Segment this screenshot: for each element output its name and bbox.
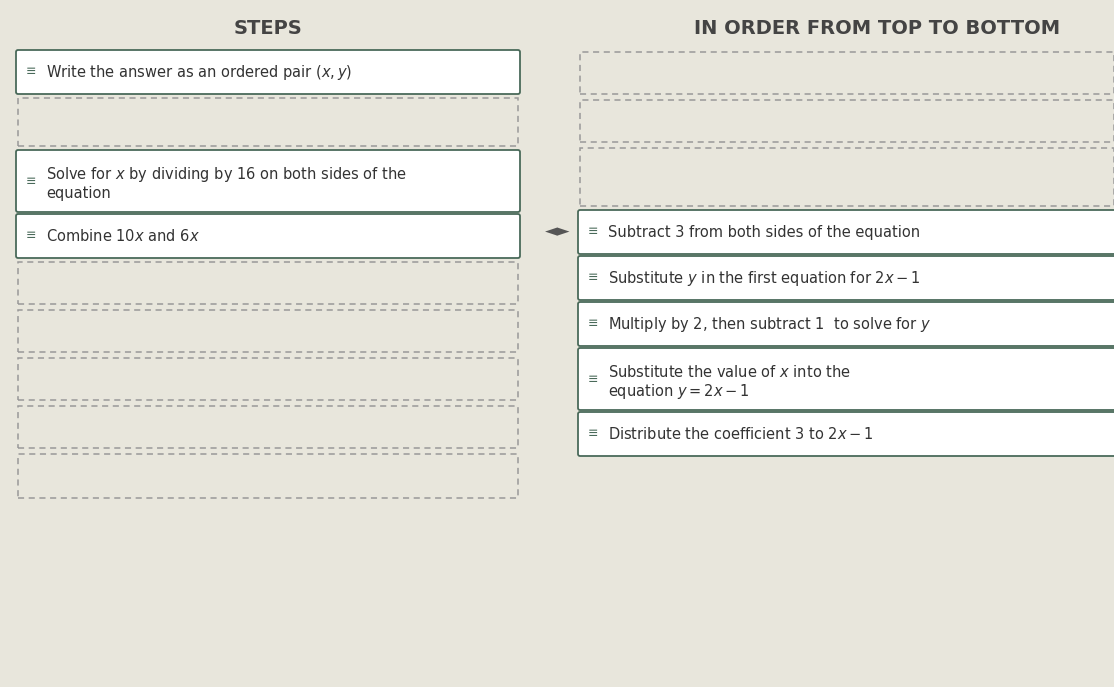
Text: Distribute the coefficient 3 to $2x - 1$: Distribute the coefficient 3 to $2x - 1$ — [608, 426, 873, 442]
Text: equation $y = 2x - 1$: equation $y = 2x - 1$ — [608, 382, 750, 401]
FancyBboxPatch shape — [16, 150, 520, 212]
FancyBboxPatch shape — [578, 412, 1114, 456]
Text: Substitute the value of $x$ into the: Substitute the value of $x$ into the — [608, 364, 851, 380]
Text: Combine $10x$ and $6x$: Combine $10x$ and $6x$ — [46, 228, 199, 244]
Text: Subtract 3 from both sides of the equation: Subtract 3 from both sides of the equati… — [608, 225, 920, 240]
Text: equation: equation — [46, 186, 110, 201]
FancyBboxPatch shape — [578, 302, 1114, 346]
Text: ≡: ≡ — [588, 271, 598, 284]
Text: ≡: ≡ — [26, 174, 37, 188]
Text: ≡: ≡ — [26, 65, 37, 78]
Text: Multiply by 2, then subtract 1  to solve for $y$: Multiply by 2, then subtract 1 to solve … — [608, 315, 931, 333]
Text: Substitute $y$ in the first equation for $2x - 1$: Substitute $y$ in the first equation for… — [608, 269, 920, 287]
FancyBboxPatch shape — [16, 50, 520, 94]
FancyBboxPatch shape — [578, 210, 1114, 254]
Text: IN ORDER FROM TOP TO BOTTOM: IN ORDER FROM TOP TO BOTTOM — [694, 19, 1061, 38]
Text: Write the answer as an ordered pair $(x, y)$: Write the answer as an ordered pair $(x,… — [46, 63, 352, 82]
Text: ≡: ≡ — [588, 225, 598, 238]
FancyBboxPatch shape — [578, 348, 1114, 410]
Text: ≡: ≡ — [26, 229, 37, 243]
Text: ◄►: ◄► — [545, 222, 570, 240]
Text: Solve for $x$ by dividing by 16 on both sides of the: Solve for $x$ by dividing by 16 on both … — [46, 165, 407, 183]
Text: ≡: ≡ — [588, 317, 598, 330]
FancyBboxPatch shape — [578, 256, 1114, 300]
FancyBboxPatch shape — [16, 214, 520, 258]
Text: ≡: ≡ — [588, 427, 598, 440]
Text: STEPS: STEPS — [234, 19, 302, 38]
Text: ≡: ≡ — [588, 372, 598, 385]
